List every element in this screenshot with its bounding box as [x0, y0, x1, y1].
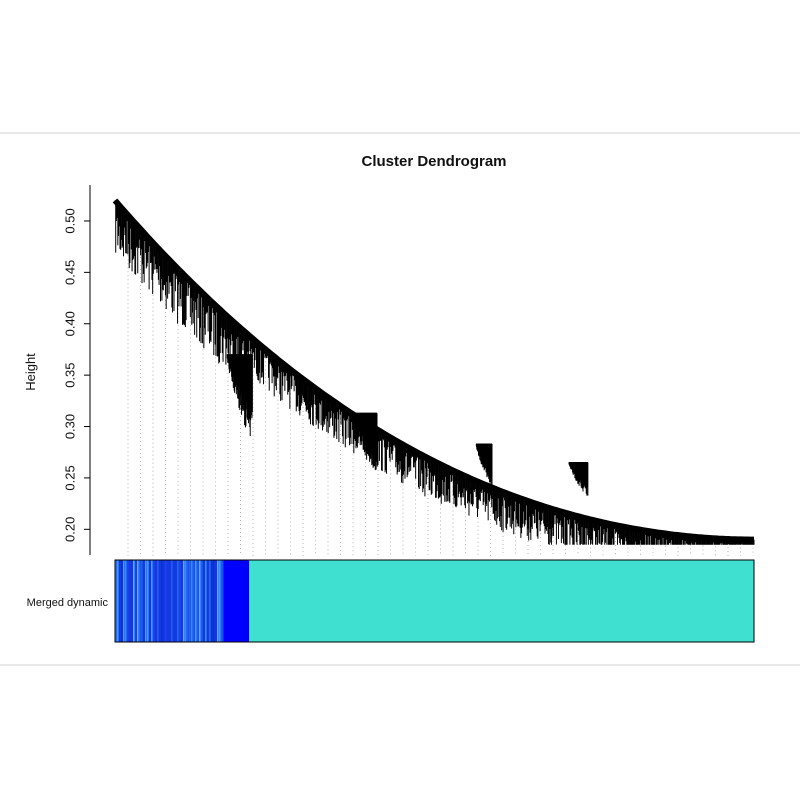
- y-tick-label: 0.20: [63, 517, 78, 542]
- y-tick-label: 0.25: [63, 465, 78, 490]
- color-bar-stripe: [221, 560, 223, 642]
- color-bar-stripe: [191, 560, 193, 642]
- color-bar-stripe: [203, 560, 205, 642]
- y-tick-label: 0.45: [63, 260, 78, 285]
- color-bar-stripe: [181, 560, 183, 642]
- y-axis-ticks: 0.20 0.25 0.30 0.35 0.40 0.45 0.50: [63, 208, 90, 542]
- color-bar-stripe: [159, 560, 161, 642]
- color-bar-stripe: [167, 560, 169, 642]
- color-bar-stripe: [133, 560, 135, 642]
- y-tick-label: 0.30: [63, 414, 78, 439]
- color-bar-stripe: [141, 560, 143, 642]
- color-bar-stripe: [171, 560, 173, 642]
- color-bar-stripe: [209, 560, 211, 642]
- color-bar-stripe: [127, 560, 129, 642]
- color-bar-segment: [223, 560, 250, 642]
- color-bar-stripe: [153, 560, 155, 642]
- color-bar-stripe: [121, 560, 123, 642]
- color-bar-outline: [114, 559, 755, 643]
- color-bar-stripe: [217, 560, 219, 642]
- y-tick-label: 0.50: [63, 208, 78, 233]
- color-bar-segment: [249, 560, 754, 642]
- color-bar-stripe: [185, 560, 187, 642]
- color-bar-stripe: [183, 560, 185, 642]
- color-bar-stripe: [165, 560, 167, 642]
- dendrogram-backbone: [112, 198, 754, 543]
- color-bar-stripe: [145, 560, 147, 642]
- color-bar-stripe: [189, 560, 191, 642]
- color-bar-stripe: [193, 560, 195, 642]
- color-bar-stripe: [201, 560, 203, 642]
- chart-title: Cluster Dendrogram: [361, 153, 506, 170]
- color-bar-stripe: [175, 560, 177, 642]
- module-color-bar: [115, 560, 754, 642]
- color-bar-stripe: [119, 560, 121, 642]
- color-bar-stripe: [123, 560, 125, 642]
- color-bar-stripe: [135, 560, 137, 642]
- color-bar-stripe: [129, 560, 131, 642]
- color-bar-stripe: [161, 560, 163, 642]
- color-bar-label: Merged dynamic: [27, 597, 109, 609]
- color-bar-stripe: [125, 560, 127, 642]
- color-bar-stripe: [115, 560, 117, 642]
- color-bar-stripe: [215, 560, 217, 642]
- color-bar-stripe: [199, 560, 201, 642]
- dendrogram-tree: [112, 198, 755, 545]
- color-bar-stripe: [211, 560, 213, 642]
- color-bar-stripe: [179, 560, 181, 642]
- color-bar-stripe: [139, 560, 141, 642]
- color-bar-stripe: [143, 560, 145, 642]
- color-bar-stripe: [177, 560, 179, 642]
- leaf-guide-lines: [127, 219, 754, 556]
- color-bar-stripe: [195, 560, 197, 642]
- color-bar-stripe: [131, 560, 133, 642]
- y-tick-label: 0.40: [63, 311, 78, 336]
- color-bar-stripe: [213, 560, 215, 642]
- color-bar-stripe: [117, 560, 119, 642]
- color-bar-stripe: [155, 560, 157, 642]
- y-axis-label: Height: [23, 353, 38, 391]
- color-bar-stripe: [173, 560, 175, 642]
- color-bar-stripe: [163, 560, 165, 642]
- color-bar-stripe: [187, 560, 189, 642]
- y-tick-label: 0.35: [63, 362, 78, 387]
- color-bar-stripe: [219, 560, 221, 642]
- color-bar-stripe: [207, 560, 209, 642]
- color-bar-stripe: [147, 560, 149, 642]
- color-bar-stripe: [197, 560, 199, 642]
- color-bar-stripe: [157, 560, 159, 642]
- color-bar-stripe: [205, 560, 207, 642]
- color-bar-stripe: [137, 560, 139, 642]
- color-bar-stripe: [151, 560, 153, 642]
- color-bar-stripe: [149, 560, 151, 642]
- color-bar-stripe: [169, 560, 171, 642]
